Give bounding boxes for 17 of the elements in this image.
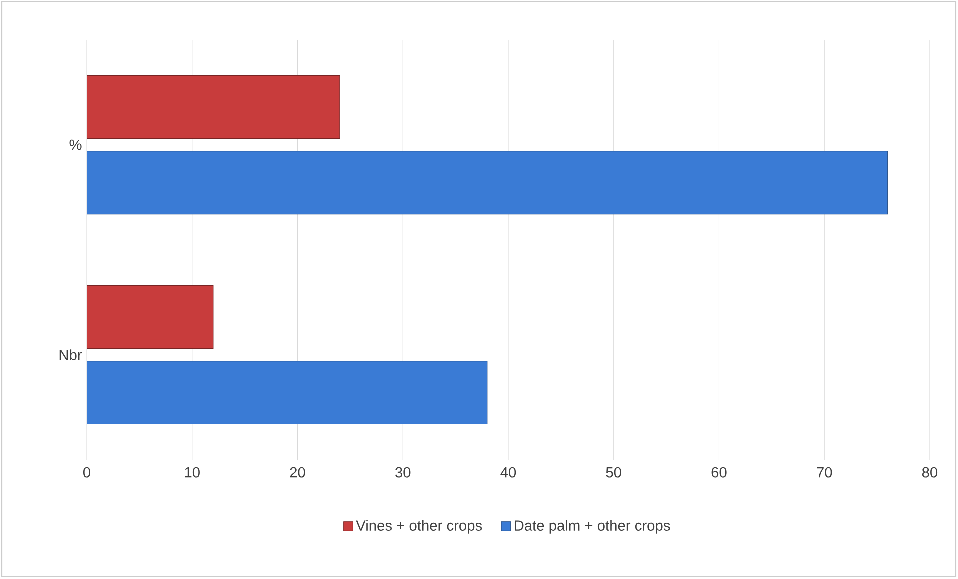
legend-label: Date palm + other crops	[515, 520, 670, 534]
x-tick-label: 40	[500, 467, 516, 478]
x-tick-label: 10	[185, 467, 200, 478]
bar	[87, 361, 488, 425]
bar	[87, 285, 214, 349]
bar	[87, 151, 888, 215]
x-tick-label: 30	[396, 467, 411, 478]
x-tick-label: 0	[84, 467, 91, 478]
x-tick-label: 60	[712, 467, 727, 478]
x-tick-label: 20	[290, 467, 306, 478]
x-tick-label: 80	[922, 467, 938, 478]
legend-label: Vines + other crops	[356, 520, 482, 534]
y-tick-label: Nbr	[60, 350, 82, 360]
y-tick-label: %	[70, 140, 82, 150]
x-tick-label: 50	[606, 467, 622, 478]
x-tick-label: 70	[817, 467, 832, 478]
bar	[87, 75, 340, 139]
